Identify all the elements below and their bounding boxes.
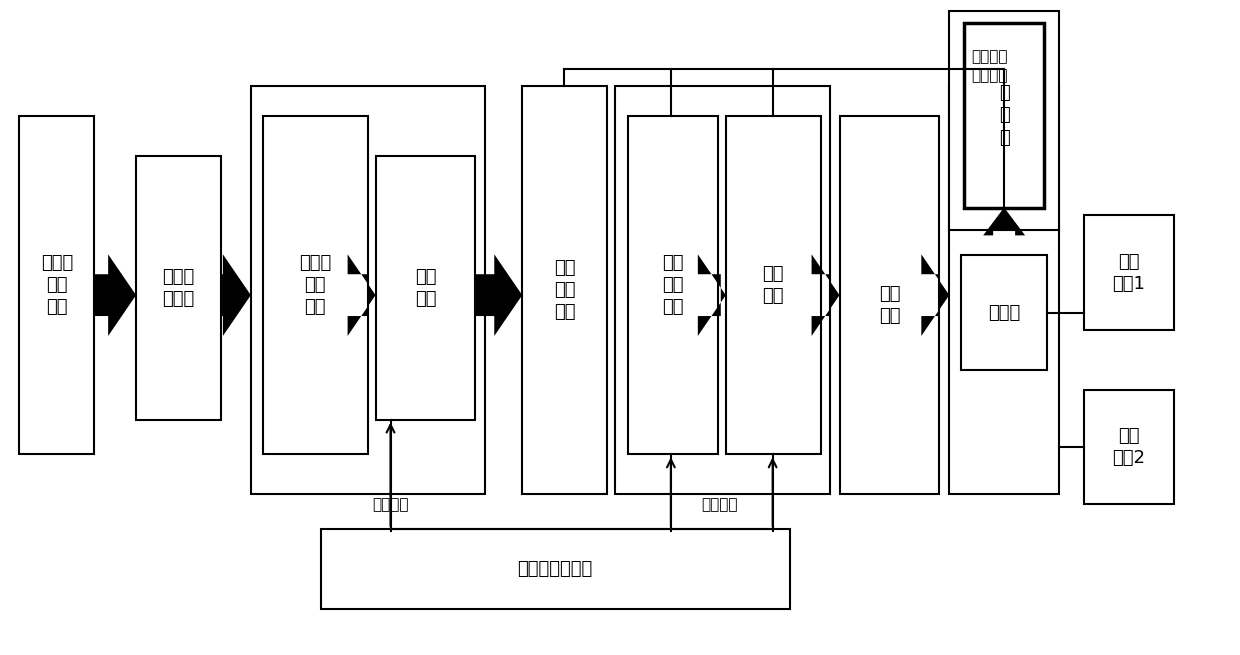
Bar bbox=[950, 86, 1059, 495]
Bar bbox=[627, 116, 718, 455]
Bar bbox=[321, 529, 790, 608]
Polygon shape bbox=[698, 254, 725, 336]
Bar bbox=[725, 116, 821, 455]
Text: 充电模块: 充电模块 bbox=[372, 496, 409, 512]
Bar bbox=[522, 86, 608, 495]
Polygon shape bbox=[347, 254, 376, 336]
Text: 脉冲电流
测量模块: 脉冲电流 测量模块 bbox=[971, 49, 1007, 83]
Bar bbox=[615, 86, 830, 495]
Bar bbox=[20, 116, 94, 455]
Bar bbox=[950, 11, 1059, 231]
Text: 电能
储存
模块: 电能 储存 模块 bbox=[554, 259, 575, 322]
Bar bbox=[1084, 215, 1174, 330]
Polygon shape bbox=[475, 254, 522, 336]
Text: 示
波
器: 示 波 器 bbox=[998, 84, 1009, 147]
Text: 分流器: 分流器 bbox=[988, 303, 1021, 322]
Bar bbox=[263, 116, 367, 455]
Text: 交流电
输入
模块: 交流电 输入 模块 bbox=[41, 254, 73, 316]
Text: 放电
开关: 放电 开关 bbox=[763, 265, 784, 305]
Text: 放电模块: 放电模块 bbox=[702, 496, 738, 512]
Polygon shape bbox=[921, 254, 950, 336]
Bar bbox=[961, 255, 1047, 370]
Text: 上位机主控模块: 上位机主控模块 bbox=[517, 560, 593, 578]
Polygon shape bbox=[811, 254, 839, 336]
Polygon shape bbox=[221, 254, 250, 336]
Text: 输出
端口2: 输出 端口2 bbox=[1112, 427, 1146, 467]
Text: 充电
开关: 充电 开关 bbox=[414, 268, 436, 308]
Bar bbox=[839, 116, 939, 495]
Text: 电压放
大模块: 电压放 大模块 bbox=[162, 268, 195, 308]
Bar bbox=[965, 24, 1044, 208]
Text: 交流电
整流
模块: 交流电 整流 模块 bbox=[299, 254, 331, 316]
Text: 可调
电感: 可调 电感 bbox=[879, 285, 900, 325]
Text: 断电
泄荷
模块: 断电 泄荷 模块 bbox=[662, 254, 683, 316]
Bar bbox=[376, 156, 475, 420]
Polygon shape bbox=[94, 254, 136, 336]
Bar bbox=[1084, 390, 1174, 504]
Bar bbox=[136, 156, 221, 420]
Text: 输出
端口1: 输出 端口1 bbox=[1112, 253, 1146, 293]
Polygon shape bbox=[983, 208, 1025, 235]
Bar bbox=[250, 86, 485, 495]
